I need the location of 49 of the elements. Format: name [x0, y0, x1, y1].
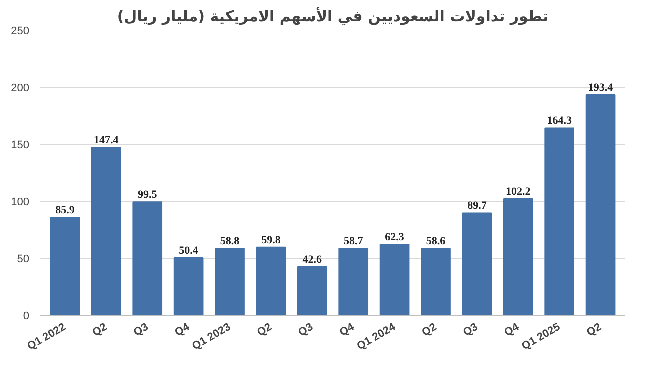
x-tick-label: Q4 [338, 320, 358, 340]
data-label: 102.2 [506, 186, 532, 198]
data-label: 147.4 [94, 134, 120, 146]
data-label: 58.6 [426, 236, 446, 248]
x-tick-label: Q1 2025 [520, 321, 563, 353]
x-tick-label: Q4 [502, 320, 522, 340]
bar [50, 217, 80, 316]
x-tick-label: Q2 [255, 321, 274, 340]
y-tick-label: 50 [17, 254, 30, 266]
y-tick-label: 250 [11, 26, 30, 38]
bar [256, 246, 286, 316]
bar [174, 258, 204, 316]
data-label: 99.5 [138, 189, 158, 202]
bar [380, 244, 410, 316]
data-label: 193.4 [588, 82, 614, 94]
data-label: 50.4 [179, 245, 199, 258]
data-label: 59.8 [262, 234, 282, 246]
bar [544, 128, 575, 316]
bar [132, 202, 163, 316]
x-tick-label: Q3 [132, 321, 151, 340]
data-label: 85.9 [56, 204, 76, 217]
bar [91, 146, 122, 316]
bar [586, 94, 616, 316]
x-tick-label: Q1 2024 [355, 320, 399, 353]
x-tick-label: Q1 2022 [26, 321, 68, 353]
bar [503, 198, 534, 316]
x-tick-label: Q2 [585, 321, 604, 340]
x-tick-label: Q2 [420, 321, 440, 340]
bar [297, 266, 328, 316]
x-tick-label: Q3 [296, 321, 316, 340]
data-label: 62.3 [385, 231, 405, 244]
y-tick-label: 0 [23, 310, 30, 322]
bar [421, 248, 451, 316]
bar [462, 212, 492, 316]
x-tick-label: Q4 [173, 320, 193, 340]
bar [215, 248, 245, 316]
y-tick-label: 100 [11, 196, 30, 208]
x-tick-label: Q1 2023 [190, 321, 234, 353]
x-tick-label: Q2 [90, 321, 110, 340]
bar [338, 248, 369, 316]
y-tick-label: 150 [11, 140, 30, 152]
x-tick-label: Q3 [461, 321, 480, 340]
chart-title: تطور تداولات السعوديين في الأسهم الامريكية (مليار ريال) [117, 6, 549, 26]
data-label: 58.7 [344, 236, 364, 248]
data-label: 164.3 [547, 115, 572, 128]
data-label: 42.6 [302, 254, 323, 266]
y-tick-label: 200 [11, 82, 30, 94]
data-label: 89.7 [468, 200, 488, 212]
data-label: 58.8 [220, 235, 240, 248]
